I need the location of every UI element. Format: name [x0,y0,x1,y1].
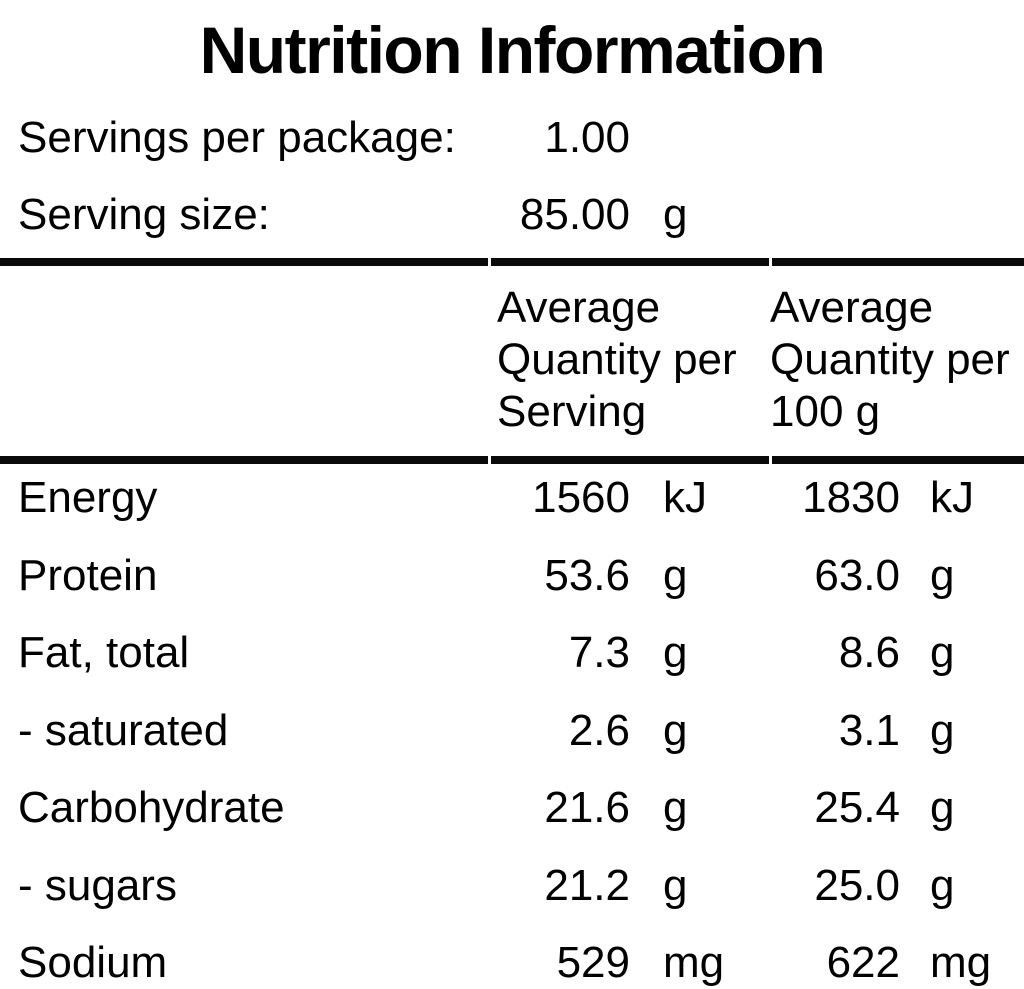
rule-segment [491,456,769,464]
servings-per-package-unit [630,112,767,164]
per-100g-unit: g [930,550,955,600]
rule-segment [772,258,1024,266]
per-100g-value: 622 [826,938,900,987]
per-100g-unit: g [930,860,955,910]
per-serving-value: 529 [556,938,630,987]
table-row-fat-total: Fat, total 7.3 g 8.6 g [0,627,1024,679]
per-100g-unit: g [930,705,955,755]
per-serving-value: 53.6 [544,550,630,600]
header-line: Average [497,283,661,332]
per-serving-value: 7.3 [568,628,630,677]
per-serving-unit: g [663,860,688,910]
per-serving-unit: g [663,628,688,677]
table-row-carbohydrate: Carbohydrate 21.6 g 25.4 g [0,782,1024,834]
nutrient-label: - sugars [18,860,177,910]
column-header-per-serving: Average Quantity per Serving [497,282,770,438]
serving-size-label: Serving size: [18,190,270,239]
per-100g-unit: g [930,783,955,832]
per-100g-value: 25.0 [814,860,900,910]
table-row-sugars: - sugars 21.2 g 25.0 g [0,860,1024,912]
nutrient-label: Carbohydrate [18,783,285,832]
nutrient-label: Protein [18,550,158,600]
header-line: Quantity per [497,335,737,384]
nutrient-label: - saturated [18,705,229,755]
table-header-row: Average Quantity per Serving Average Qua… [0,282,1024,438]
per-serving-unit: kJ [663,473,707,522]
panel-title: Nutrition Information [199,13,826,87]
per-serving-unit: g [663,550,688,600]
header-line: Average [770,283,934,332]
header-line: 100 g [770,387,881,436]
table-rule-top [0,258,1024,266]
per-100g-value: 25.4 [814,783,900,832]
table-rule-mid [0,456,1024,464]
per-100g-unit: g [930,628,955,677]
per-serving-value: 2.6 [568,705,630,755]
per-100g-value: 8.6 [838,628,900,677]
servings-per-package-row: Servings per package: 1.00 [0,112,1024,164]
nutrient-label: Sodium [18,938,168,987]
nutrient-rows: Energy 1560 kJ 1830 kJ Protein 53.6 g 63… [0,472,1024,989]
serving-size-unit: g [663,190,688,239]
table-row-energy: Energy 1560 kJ 1830 kJ [0,472,1024,524]
per-100g-value: 3.1 [838,705,900,755]
serving-size-value: 85.00 [519,190,630,239]
table-row-sodium: Sodium 529 mg 622 mg [0,937,1024,989]
per-100g-unit: kJ [930,473,974,522]
per-serving-unit: g [663,783,688,832]
per-100g-unit: mg [930,938,992,987]
servings-per-package-value: 1.00 [544,113,630,162]
serving-size-row: Serving size: 85.00 g [0,189,1024,241]
per-100g-value: 63.0 [814,550,900,600]
rule-segment [0,456,488,464]
rule-segment [0,258,488,266]
column-header-per-100g: Average Quantity per 100 g [770,282,1024,438]
per-serving-value: 21.6 [544,783,630,832]
header-line: Quantity per [770,335,1010,384]
nutrient-label: Fat, total [18,628,190,677]
per-100g-value: 1830 [802,473,900,522]
per-serving-unit: g [663,705,688,755]
table-row-protein: Protein 53.6 g 63.0 g [0,550,1024,602]
per-serving-unit: mg [663,938,725,987]
rule-segment [491,258,769,266]
nutrient-label: Energy [18,473,158,522]
table-row-saturated: - saturated 2.6 g 3.1 g [0,705,1024,757]
servings-per-package-label: Servings per package: [18,113,456,162]
rule-segment [772,456,1024,464]
header-label-spacer [0,282,497,438]
per-serving-value: 21.2 [544,860,630,910]
per-serving-value: 1560 [532,473,630,522]
header-line: Serving [497,387,647,436]
